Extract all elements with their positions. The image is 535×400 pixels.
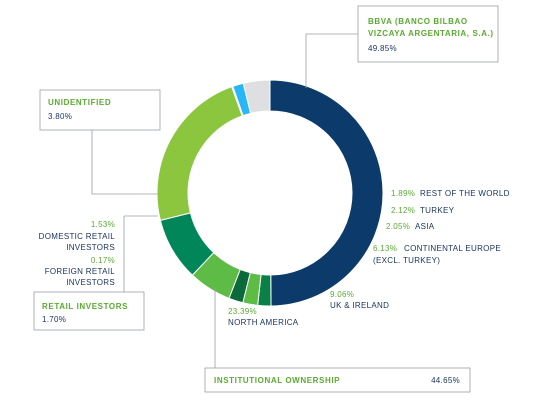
bbva-label-line2: VIZCAYA ARGENTARIA, S.A.) bbox=[368, 29, 494, 38]
unidentified-box bbox=[39, 89, 161, 131]
rest-of-world-value: 1.89% bbox=[391, 189, 415, 198]
uk-ireland-value: 9.06% bbox=[330, 290, 354, 299]
turkey-label: 2.12% TURKEY bbox=[391, 206, 455, 215]
rest-of-world-label: 1.89% REST OF THE WORLD bbox=[391, 189, 510, 198]
domestic-retail-label: 1.53% DOMESTIC RETAIL INVESTORS bbox=[39, 220, 116, 252]
retail-investors-box bbox=[33, 291, 145, 331]
rest-of-world-name: REST OF THE WORLD bbox=[420, 189, 510, 198]
institutional-box bbox=[204, 367, 471, 393]
unidentified-label: UNIDENTIFIED bbox=[48, 98, 111, 107]
unidentified-value: 3.80% bbox=[48, 112, 72, 121]
retail-investors-value: 1.70% bbox=[42, 315, 66, 324]
bbva-value: 49.85% bbox=[368, 44, 397, 53]
turkey-name: TURKEY bbox=[420, 206, 455, 215]
unidentified-leader bbox=[91, 130, 158, 195]
foreign-retail-line1: FOREIGN RETAIL bbox=[45, 267, 116, 276]
institutional-label: INSTITUTIONAL OWNERSHIP bbox=[214, 376, 340, 385]
donut-slice-unidentified bbox=[242, 79, 271, 114]
asia-label: 2.05% ASIA bbox=[386, 222, 435, 231]
uk-ireland-name: UK & IRELAND bbox=[330, 301, 389, 310]
foreign-retail-line2: INVESTORS bbox=[66, 278, 115, 287]
domestic-retail-line2: INVESTORS bbox=[66, 243, 115, 252]
donut-slice-bbva-banco-bilbao-vizcaya-argentaria-s-a bbox=[269, 79, 384, 307]
turkey-value: 2.12% bbox=[391, 206, 415, 215]
donut-slices bbox=[156, 79, 384, 307]
bbva-leader bbox=[305, 33, 358, 88]
bbva-label-line1: BBVA (BANCO BILBAO bbox=[368, 17, 468, 26]
bbva-callout: BBVA (BANCO BILBAO VIZCAYA ARGENTARIA, S… bbox=[305, 5, 499, 88]
continental-europe-name-line2: (EXCL. TURKEY) bbox=[373, 256, 440, 265]
continental-europe-label: 6.13% CONTINENTAL EUROPE (EXCL. TURKEY) bbox=[373, 244, 501, 265]
continental-europe-value: 6.13% bbox=[373, 244, 397, 253]
asia-name: ASIA bbox=[415, 222, 435, 231]
uk-ireland-label: 9.06% UK & IRELAND bbox=[330, 290, 389, 310]
asia-value: 2.05% bbox=[386, 222, 410, 231]
retail-investors-callout: RETAIL INVESTORS 1.70% bbox=[33, 291, 145, 331]
foreign-retail-value: 0.17% bbox=[91, 256, 115, 265]
unidentified-callout: UNIDENTIFIED 3.80% bbox=[39, 89, 161, 195]
foreign-retail-label: 0.17% FOREIGN RETAIL INVESTORS bbox=[45, 256, 116, 287]
domestic-retail-line1: DOMESTIC RETAIL bbox=[39, 232, 116, 241]
retail-investors-label: RETAIL INVESTORS bbox=[42, 302, 128, 311]
north-america-label: 23.39% NORTH AMERICA bbox=[228, 307, 299, 327]
north-america-name: NORTH AMERICA bbox=[228, 318, 299, 327]
continental-europe-name-line1: CONTINENTAL EUROPE bbox=[404, 244, 501, 253]
north-america-value: 23.39% bbox=[228, 307, 257, 316]
institutional-callout: INSTITUTIONAL OWNERSHIP 44.65% bbox=[204, 288, 471, 393]
institutional-value: 44.65% bbox=[431, 376, 460, 385]
domestic-retail-value: 1.53% bbox=[91, 220, 115, 229]
donut-slice-north-america bbox=[156, 86, 243, 221]
